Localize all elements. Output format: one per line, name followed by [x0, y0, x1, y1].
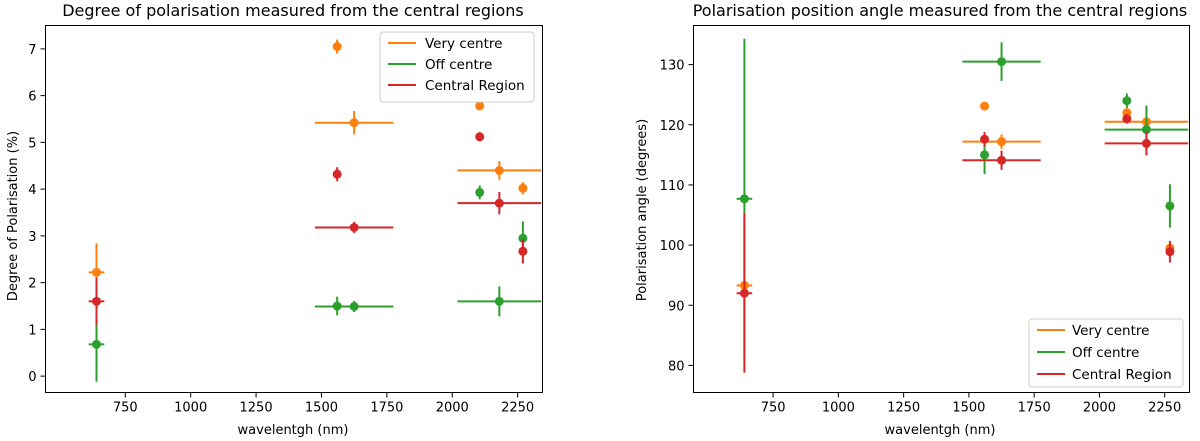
- off-centre-point: [997, 57, 1007, 67]
- y-tick-label: 110: [660, 179, 685, 194]
- very-centre-point: [997, 137, 1007, 147]
- off-centre-point: [349, 301, 359, 311]
- x-tick-label: 1250: [240, 401, 273, 416]
- legend-label-central-region: Central Region: [1072, 367, 1172, 383]
- off-centre-point: [980, 150, 990, 160]
- central-region-point: [475, 132, 485, 142]
- legend-label-off-centre: Off centre: [425, 57, 492, 73]
- very-centre-point: [494, 165, 504, 175]
- very-centre-point: [980, 101, 990, 111]
- off-centre-point: [1165, 201, 1175, 211]
- central-region-point: [1141, 138, 1151, 148]
- very-centre-point: [349, 118, 359, 128]
- very-centre-point: [92, 267, 102, 277]
- off-centre-point: [1141, 125, 1151, 135]
- y-tick-label: 0: [28, 370, 36, 385]
- legend-label-central-region: Central Region: [425, 78, 525, 94]
- y-tick-label: 120: [660, 119, 685, 134]
- very-centre-point: [332, 42, 342, 52]
- y-tick-label: 6: [28, 90, 36, 105]
- legend-label-very-centre: Very centre: [1072, 323, 1149, 339]
- x-tick-label: 750: [113, 401, 138, 416]
- x-tick-label: 1000: [822, 401, 855, 416]
- x-axis-title: wavelentgh (nm): [238, 423, 349, 438]
- y-tick-label: 2: [28, 277, 36, 292]
- off-centre-point: [92, 339, 102, 349]
- y-tick-label: 80: [668, 359, 685, 374]
- very-centre-point: [518, 183, 528, 193]
- x-tick-label: 1500: [305, 401, 338, 416]
- polarisation-angle-chart: Polarisation position angle measured fro…: [635, 1, 1190, 438]
- x-tick-label: 2000: [1083, 401, 1116, 416]
- y-tick-label: 90: [668, 299, 685, 314]
- x-tick-label: 2000: [436, 401, 469, 416]
- off-centre-point: [475, 187, 485, 197]
- x-tick-label: 1750: [1018, 401, 1051, 416]
- plot-frame: [45, 25, 543, 393]
- central-region-point: [1122, 114, 1132, 124]
- off-centre-point: [518, 233, 528, 243]
- central-region-point: [980, 134, 990, 144]
- y-tick-label: 130: [660, 59, 685, 74]
- x-tick-label: 1000: [174, 401, 207, 416]
- legend: Very centre Off centre Central Region: [379, 31, 535, 103]
- very-centre-point: [475, 101, 485, 111]
- degree-of-polarisation-chart: Degree of polarisation measured from the…: [6, 1, 543, 438]
- y-axis-title: Degree of Polarisation (%): [6, 131, 21, 301]
- y-tick-label: 7: [28, 43, 36, 58]
- y-tick-label: 3: [28, 230, 36, 245]
- y-tick-label: 1: [28, 323, 36, 338]
- off-centre-point: [1122, 96, 1132, 106]
- legend-label-off-centre: Off centre: [1072, 345, 1139, 361]
- chart-title: Polarisation position angle measured fro…: [693, 1, 1188, 20]
- x-tick-label: 750: [761, 401, 786, 416]
- x-tick-label: 1250: [887, 401, 920, 416]
- legend-frame: [379, 31, 535, 103]
- x-tick-label: 2250: [501, 401, 534, 416]
- legend-label-very-centre: Very centre: [425, 36, 502, 52]
- plot-frame: [693, 25, 1190, 393]
- x-tick-label: 2250: [1148, 401, 1181, 416]
- y-tick-label: 4: [28, 183, 36, 198]
- central-region-point: [1165, 247, 1175, 257]
- x-tick-label: 1500: [952, 401, 985, 416]
- off-centre-point: [494, 296, 504, 306]
- y-axis-title: Polarisation angle (degrees): [635, 119, 650, 301]
- central-region-point: [349, 222, 359, 232]
- legend-frame: [1028, 318, 1184, 388]
- x-tick-label: 1750: [370, 401, 403, 416]
- central-region-point: [494, 198, 504, 208]
- y-tick-label: 5: [28, 136, 36, 151]
- off-centre-point: [739, 194, 749, 204]
- central-region-point: [739, 288, 749, 298]
- central-region-point: [997, 155, 1007, 165]
- central-region-point: [518, 246, 528, 256]
- chart-title: Degree of polarisation measured from the…: [62, 1, 524, 20]
- x-axis-title: wavelentgh (nm): [885, 423, 996, 438]
- y-tick-label: 100: [660, 239, 685, 254]
- central-region-point: [92, 296, 102, 306]
- central-region-point: [332, 169, 342, 179]
- legend: Very centre Off centre Central Region: [1028, 318, 1184, 388]
